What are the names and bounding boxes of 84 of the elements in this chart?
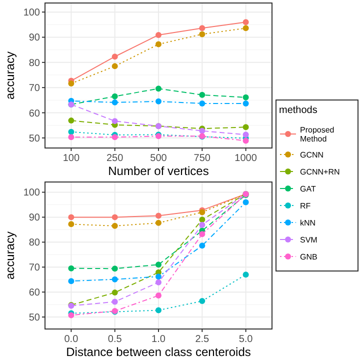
legend-title: methods xyxy=(279,105,318,116)
y-tick-label: 80 xyxy=(28,238,40,249)
point xyxy=(242,100,249,106)
point xyxy=(112,276,118,282)
point xyxy=(68,214,74,220)
point xyxy=(112,214,118,220)
point xyxy=(242,19,249,26)
x-tick-label: 500 xyxy=(150,153,168,164)
point xyxy=(199,231,206,238)
point xyxy=(112,63,118,70)
point xyxy=(199,216,206,223)
y-axis-title: accuracy xyxy=(3,51,17,100)
point xyxy=(112,118,118,124)
point xyxy=(156,274,162,280)
point xyxy=(199,92,206,98)
legend-label: RF xyxy=(300,201,311,210)
legend-label: Proposed Method xyxy=(300,125,334,144)
point xyxy=(242,138,249,144)
point xyxy=(242,272,249,278)
legend-label: GCNN xyxy=(300,150,324,160)
point xyxy=(199,298,206,304)
x-tick-label: 750 xyxy=(194,153,211,164)
y-tick-label: 70 xyxy=(28,83,40,94)
point xyxy=(112,298,118,305)
point xyxy=(68,118,74,124)
y-tick-label: 90 xyxy=(28,32,40,44)
point xyxy=(242,132,249,138)
y-tick-label: 100 xyxy=(23,188,40,199)
y-tick-label: 50 xyxy=(28,133,40,144)
legend-label: kNN xyxy=(300,218,316,228)
point xyxy=(156,32,162,38)
y-tick-label: 70 xyxy=(28,262,40,274)
point xyxy=(112,266,118,272)
point xyxy=(199,25,206,32)
legend-label: GNB xyxy=(300,252,318,262)
point xyxy=(242,199,249,206)
point xyxy=(242,94,249,100)
point xyxy=(68,278,74,284)
point xyxy=(68,221,74,228)
x-tick-label: 1000 xyxy=(234,153,258,164)
point xyxy=(156,41,162,48)
point xyxy=(156,98,162,104)
point xyxy=(68,80,74,87)
x-tick-label: 2.5 xyxy=(195,334,210,345)
point xyxy=(199,100,206,106)
point xyxy=(112,99,118,106)
legend-label: GCNN+RN xyxy=(300,167,340,176)
x-tick-label: 0.0 xyxy=(64,334,79,345)
point xyxy=(199,31,206,38)
point xyxy=(242,124,249,130)
legend-label: SVM xyxy=(300,235,318,244)
point xyxy=(156,279,162,286)
y-tick-label: 80 xyxy=(28,58,40,69)
point xyxy=(68,265,74,272)
point xyxy=(156,262,162,268)
y-tick-label: 50 xyxy=(28,312,40,324)
y-tick-label: 90 xyxy=(28,212,40,224)
point xyxy=(112,134,118,140)
point xyxy=(112,54,118,60)
x-tick-label: 100 xyxy=(62,153,80,164)
point xyxy=(112,290,118,296)
point xyxy=(199,222,206,228)
point xyxy=(68,134,74,140)
x-tick-label: 1.0 xyxy=(152,334,166,345)
point xyxy=(156,212,162,219)
point xyxy=(199,242,206,249)
x-axis-title: Distance between class centeroids xyxy=(66,345,251,359)
x-tick-label: 0.5 xyxy=(108,334,122,345)
point xyxy=(156,220,162,226)
x-axis-title: Number of vertices xyxy=(108,164,209,178)
point xyxy=(242,25,249,32)
point xyxy=(112,222,118,229)
y-tick-label: 60 xyxy=(28,108,40,120)
y-tick-label: 100 xyxy=(23,8,40,19)
point xyxy=(156,86,162,92)
y-tick-label: 60 xyxy=(28,288,40,299)
point xyxy=(156,292,162,299)
x-tick-label: 250 xyxy=(106,153,124,164)
point xyxy=(112,93,118,100)
y-axis-title: accuracy xyxy=(3,231,17,280)
point xyxy=(156,307,162,314)
x-tick-label: 5.0 xyxy=(238,334,254,345)
legend-label: GAT xyxy=(300,184,316,194)
point xyxy=(68,128,74,135)
